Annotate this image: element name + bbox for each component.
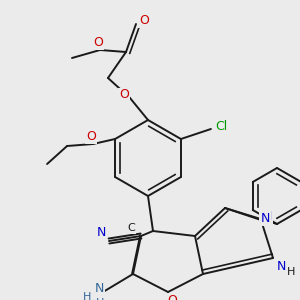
- Text: N: N: [260, 212, 270, 224]
- Text: O: O: [167, 293, 177, 300]
- Text: O: O: [139, 14, 149, 26]
- Text: O: O: [93, 35, 103, 49]
- Text: O: O: [119, 88, 129, 101]
- Text: N: N: [94, 283, 104, 296]
- Text: N: N: [96, 226, 106, 239]
- Text: N: N: [262, 209, 272, 223]
- Text: Cl: Cl: [215, 119, 227, 133]
- Text: C: C: [127, 223, 135, 233]
- Text: N: N: [276, 260, 286, 272]
- Text: O: O: [86, 130, 96, 142]
- Text: H: H: [96, 298, 104, 300]
- Text: H: H: [83, 292, 91, 300]
- Text: H: H: [287, 267, 295, 277]
